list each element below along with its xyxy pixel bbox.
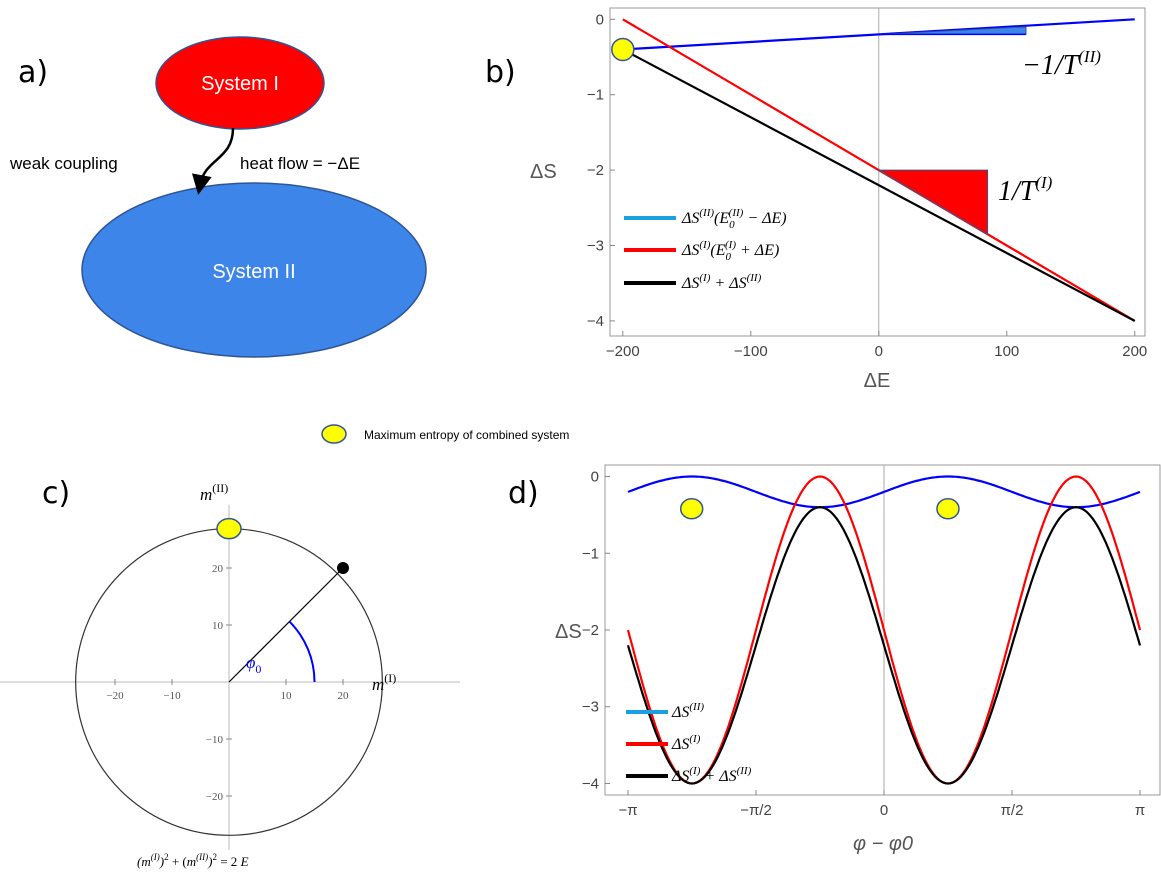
plot-d-max-marker-2 [936, 497, 960, 520]
max-entropy-marker-icon [321, 424, 347, 444]
plot-c-xtick-label: −20 [106, 690, 124, 702]
plot-c-angle-arc [288, 620, 316, 683]
plot-b-xtick-label: −100 [734, 343, 768, 360]
plot-b-xtick-label: 0 [875, 343, 883, 360]
plot-c-ytick-label: 20 [212, 563, 224, 575]
legend-b-label-1: ΔS(II)(E0(II) − ΔE) [681, 207, 787, 231]
plot-b-ylabel: ΔS [530, 161, 557, 183]
plot-b-xtick-label: −200 [606, 343, 640, 360]
plot-c-caption: (m(I))2 + (m(II))2 = 2 E [137, 852, 249, 869]
plot-d-xtick-label: π/2 [1001, 802, 1024, 819]
plot-c-state-point [337, 562, 349, 574]
plot-b-xtick-label: 200 [1122, 343, 1147, 360]
plot-b-ytick-label: −3 [587, 238, 604, 255]
panel-label-b: b) [485, 55, 516, 90]
panel-d: d) −π −π/2 0 π/2 π 0 −1 −2 −3 −4 φ − φ0 ΔS ΔS(II)… [508, 464, 1161, 855]
plot-b-ytick-label: −4 [587, 313, 604, 330]
max-entropy-note: Maximum entropy of combined system [321, 424, 569, 444]
panel-label-c: c) [42, 476, 70, 511]
plot-b-slope-triangle-ii [878, 26, 1027, 35]
plot-d-ytick-label: −1 [582, 545, 599, 562]
weak-coupling-label: weak coupling [9, 154, 118, 173]
legend-b-label-3: ΔS(I) + ΔS(II) [681, 272, 762, 292]
plot-d-max-marker-1 [679, 497, 704, 520]
plot-c-xtick-label: 20 [338, 690, 350, 702]
plot-d-ytick-label: 0 [591, 469, 599, 486]
plot-c-xtick-label: 10 [281, 690, 293, 702]
plot-b-ytick-label: −2 [587, 162, 604, 179]
plot-c-ytick-label: −10 [206, 734, 224, 746]
heat-flow-label: heat flow = −ΔE [240, 154, 360, 173]
plot-b-max-marker [611, 37, 635, 62]
plot-d-xtick-label: −π [618, 802, 637, 819]
panel-a: a) System I System II weak coupling heat… [9, 36, 427, 358]
plot-b-legend: ΔS(II)(E0(II) − ΔE) ΔS(I)(E0(I) + ΔE) ΔS… [624, 207, 787, 292]
panel-b: b) −200 −100 0 100 200 0 −1 −2 −3 −4 −1/T(II) 1/T(… [485, 7, 1147, 392]
plot-b-xlabel: ΔE [864, 370, 891, 392]
plot-c-ylabel: m(II) [200, 481, 228, 504]
legend-b-label-2: ΔS(I)(E0(I) + ΔE) [681, 239, 779, 263]
max-entropy-note-text: Maximum entropy of combined system [364, 428, 569, 442]
plot-b-ytick-label: −1 [587, 87, 604, 104]
plot-d-xtick-label: π [1135, 802, 1145, 819]
panel-c: c) −20 −10 10 20 20 10 −10 −20 m(II) m(I) φ0 (m… [0, 476, 460, 869]
panel-label-d: d) [508, 476, 539, 511]
plot-c-ytick-label: 10 [212, 620, 224, 632]
system-2-ellipse [81, 182, 427, 358]
plot-c-max-marker [216, 517, 242, 540]
plot-d-ytick-label: −3 [582, 699, 599, 716]
plot-c-angle-label: φ0 [246, 653, 261, 676]
plot-d-ytick-label: −2 [582, 622, 599, 639]
plot-d-xlabel: φ − φ0 [853, 833, 913, 855]
plot-b-ytick-label: 0 [596, 11, 604, 28]
plot-d-xtick-label: 0 [880, 802, 888, 819]
plot-b-slope-label-ii: −1/T(II) [1022, 47, 1101, 81]
system-2-label: System II [212, 261, 295, 283]
legend-d-label-1: ΔS(II) [671, 701, 704, 721]
plot-d-ylabel: ΔS [555, 621, 582, 643]
heat-flow-arrow [191, 127, 235, 195]
plot-d-series-3 [626, 506, 1142, 785]
plot-d-series-1 [627, 475, 1141, 509]
panel-label-a: a) [18, 55, 48, 90]
plot-d-ytick-label: −4 [582, 775, 599, 792]
plot-c-xtick-label: −10 [163, 690, 181, 702]
plot-b-slope-label-i: 1/T(I) [998, 173, 1053, 207]
plot-c-ytick-label: −20 [206, 791, 224, 803]
legend-d-label-2: ΔS(I) [671, 733, 701, 753]
system-1-label: System I [201, 73, 279, 95]
plot-b-series-3 [622, 48, 1136, 322]
plot-c-xlabel: m(I) [372, 671, 396, 694]
plot-b-slope-triangle-i [876, 169, 989, 236]
legend-d-label-3: ΔS(I) + ΔS(II) [671, 765, 752, 785]
plot-b-frame [609, 7, 1146, 337]
plot-c-state-vector [228, 567, 344, 683]
system-1-ellipse [155, 36, 325, 130]
plot-b-xtick-label: 100 [994, 343, 1019, 360]
plot-d-xtick-label: −π/2 [740, 802, 772, 819]
